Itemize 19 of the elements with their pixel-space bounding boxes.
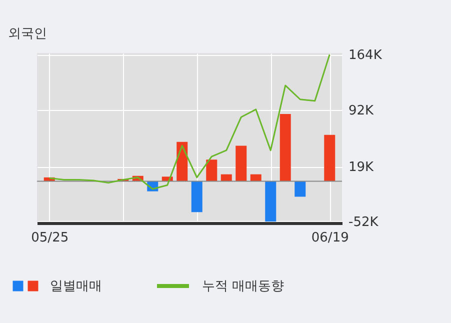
y-tick-label: 19K [348, 160, 374, 176]
bar [250, 174, 262, 182]
bar [280, 114, 291, 182]
y-tick-label: -52K [348, 214, 379, 230]
y-tick-label: 164K [348, 48, 382, 64]
y-tick-label: 92K [348, 104, 374, 119]
bar [324, 134, 336, 182]
x-tick-label: 05/25 [31, 230, 69, 246]
bar [220, 174, 232, 182]
bar [294, 181, 306, 197]
legend-label: 누적 매매동향 [202, 279, 284, 294]
bar [265, 181, 276, 222]
bar [236, 146, 247, 182]
chart-title: 외국인 [8, 26, 47, 42]
legend-label: 일별매매 [50, 279, 102, 294]
bar [191, 181, 202, 212]
line-series [48, 54, 330, 190]
x-tick-label: 06/19 [311, 230, 349, 246]
bar [206, 160, 218, 182]
